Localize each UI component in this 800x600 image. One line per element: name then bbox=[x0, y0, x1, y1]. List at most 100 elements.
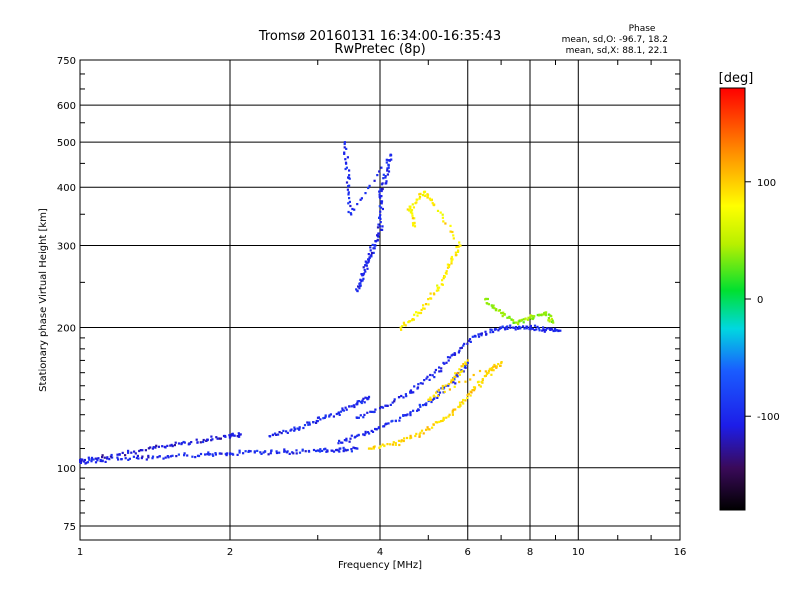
data-point bbox=[466, 361, 469, 364]
data-point bbox=[489, 328, 492, 331]
data-point bbox=[547, 319, 550, 322]
data-point bbox=[531, 327, 534, 330]
data-point bbox=[377, 223, 380, 226]
data-point bbox=[473, 387, 476, 390]
data-point bbox=[430, 398, 433, 401]
data-point bbox=[183, 441, 186, 444]
data-point bbox=[437, 388, 440, 391]
data-point bbox=[494, 365, 497, 368]
data-point bbox=[425, 402, 428, 405]
data-point bbox=[337, 442, 340, 445]
data-point bbox=[525, 327, 528, 330]
data-point bbox=[489, 331, 492, 334]
data-point bbox=[515, 326, 518, 329]
data-point bbox=[238, 435, 241, 438]
data-point bbox=[436, 284, 439, 287]
data-point bbox=[149, 446, 152, 449]
data-point bbox=[487, 371, 490, 374]
data-point bbox=[206, 438, 209, 441]
data-point bbox=[364, 260, 367, 263]
data-point bbox=[214, 453, 217, 456]
data-point bbox=[499, 364, 502, 367]
data-point bbox=[428, 197, 431, 200]
data-point bbox=[415, 311, 418, 314]
data-point bbox=[345, 147, 348, 150]
data-point bbox=[94, 457, 97, 460]
data-point bbox=[282, 429, 285, 432]
data-point bbox=[298, 427, 301, 430]
data-point bbox=[152, 446, 155, 449]
data-point bbox=[433, 376, 436, 379]
data-point bbox=[385, 180, 388, 183]
data-point bbox=[530, 327, 533, 330]
data-point bbox=[518, 320, 521, 323]
data-point bbox=[458, 349, 461, 352]
data-point bbox=[353, 208, 356, 211]
data-point bbox=[295, 452, 298, 455]
data-point bbox=[343, 448, 347, 451]
data-point bbox=[208, 453, 211, 456]
data-point bbox=[345, 439, 348, 442]
data-point bbox=[510, 318, 513, 321]
data-point bbox=[230, 434, 233, 437]
data-point bbox=[158, 455, 161, 458]
data-point bbox=[348, 440, 351, 443]
data-point bbox=[359, 278, 362, 281]
data-point bbox=[480, 380, 483, 384]
data-point bbox=[367, 260, 370, 263]
data-point bbox=[447, 415, 450, 418]
data-point bbox=[450, 260, 453, 263]
data-point bbox=[450, 381, 453, 384]
data-point bbox=[449, 224, 452, 227]
data-point bbox=[428, 378, 431, 381]
data-point bbox=[247, 449, 251, 453]
data-point bbox=[171, 445, 174, 448]
data-point bbox=[365, 262, 368, 265]
data-point bbox=[94, 461, 98, 464]
data-point bbox=[426, 193, 429, 196]
data-point bbox=[409, 391, 412, 394]
data-point bbox=[166, 455, 169, 458]
data-point bbox=[379, 407, 382, 410]
data-point bbox=[134, 452, 137, 455]
data-point bbox=[359, 198, 362, 201]
data-point bbox=[398, 396, 401, 399]
data-point bbox=[341, 441, 344, 444]
data-point bbox=[101, 459, 104, 462]
data-point bbox=[399, 416, 402, 419]
data-point bbox=[468, 338, 472, 341]
data-point bbox=[484, 330, 487, 333]
data-point bbox=[434, 368, 437, 372]
data-point bbox=[366, 431, 370, 434]
data-points bbox=[79, 141, 562, 465]
data-point bbox=[242, 452, 245, 455]
data-point bbox=[335, 412, 338, 416]
data-point bbox=[435, 289, 438, 292]
data-point bbox=[483, 375, 486, 378]
data-point bbox=[451, 230, 454, 234]
data-point bbox=[403, 437, 406, 440]
data-point bbox=[151, 457, 154, 460]
data-point bbox=[338, 447, 341, 450]
data-point bbox=[421, 382, 424, 385]
data-point bbox=[469, 394, 472, 397]
data-point bbox=[391, 401, 394, 404]
data-point bbox=[349, 437, 352, 440]
data-point bbox=[419, 405, 422, 408]
data-point bbox=[380, 228, 383, 231]
y-tick-label: 300 bbox=[57, 241, 76, 252]
data-point bbox=[379, 188, 382, 191]
data-point bbox=[411, 212, 414, 215]
data-point bbox=[367, 447, 371, 450]
data-point bbox=[386, 167, 389, 170]
data-point bbox=[295, 449, 298, 452]
data-point bbox=[425, 377, 428, 380]
data-point bbox=[216, 437, 219, 440]
data-point bbox=[164, 456, 167, 459]
data-point bbox=[136, 454, 139, 457]
data-point bbox=[508, 316, 511, 319]
data-point bbox=[418, 195, 422, 199]
data-point bbox=[118, 453, 121, 456]
data-point bbox=[357, 416, 360, 419]
data-point bbox=[422, 432, 425, 435]
